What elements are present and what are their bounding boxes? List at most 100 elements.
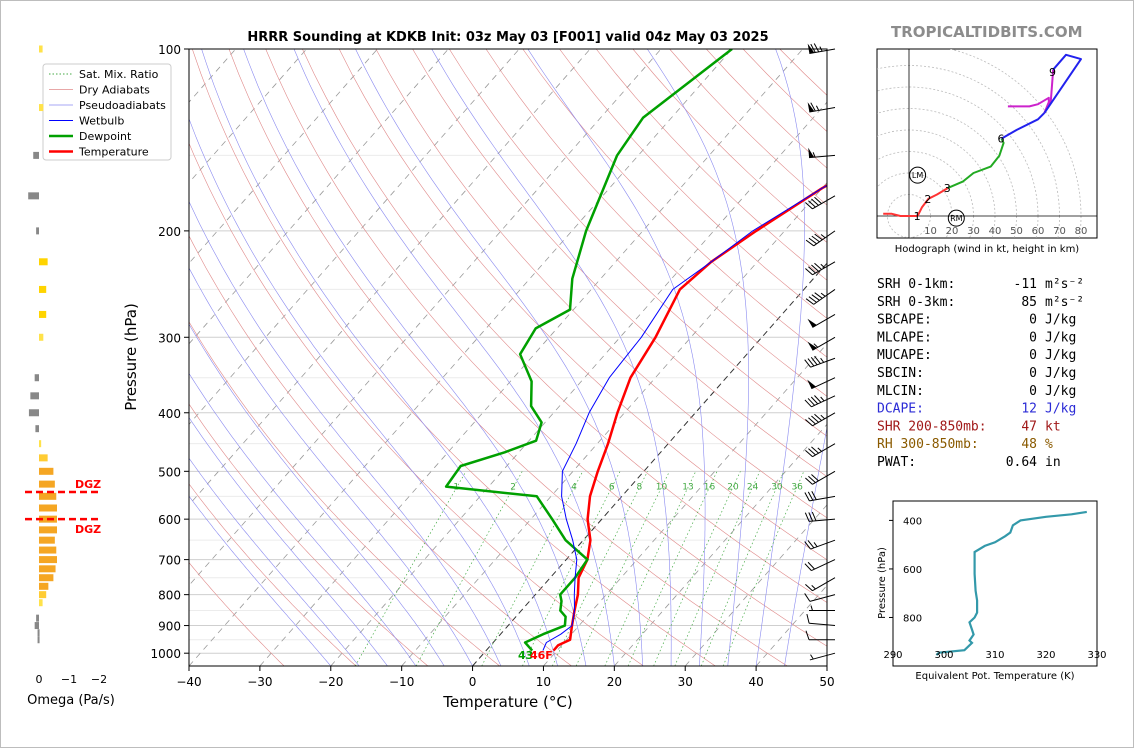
wind-barb (805, 196, 835, 209)
y-tick-label: 1000 (150, 647, 181, 661)
x-tick-label: 10 (536, 675, 551, 689)
barb-half (811, 655, 814, 659)
omega-bar (38, 629, 40, 636)
dry-adiabat (119, 49, 572, 666)
theta-e-x-tick: 320 (1036, 650, 1055, 661)
omega-bar (39, 440, 41, 447)
omega-bar (29, 409, 39, 416)
hodograph-ring-label: 10 (924, 226, 937, 237)
right-mover-label: RM (950, 214, 963, 223)
omega-bar (39, 104, 43, 111)
index-unit: m²s⁻² (1045, 295, 1084, 310)
hodograph-caption: Hodograph (wind in kt, height in km) (895, 244, 1080, 255)
omega-bar (30, 392, 39, 399)
omega-bar (36, 615, 39, 622)
hodograph-height-label: 2 (924, 193, 931, 206)
barb-full (805, 584, 812, 590)
x-tick-label: 40 (748, 675, 763, 689)
index-label: PWAT: (877, 455, 916, 470)
wind-barb (806, 289, 835, 304)
plot-frame (189, 49, 827, 666)
index-label: MUCAPE: (877, 348, 932, 363)
omega-bar (38, 636, 40, 643)
theta-e-x-tick: 310 (985, 650, 1004, 661)
omega-bar (39, 565, 56, 572)
barb-full (814, 44, 819, 52)
x-tick-label: −30 (247, 675, 272, 689)
omega-tick-label: −2 (91, 673, 107, 686)
barb-staff (810, 595, 835, 602)
legend-entry: Dry Adiabats (79, 84, 150, 97)
y-tick-label: 300 (158, 331, 181, 345)
x-tick-label: 50 (819, 675, 834, 689)
wind-barb (806, 631, 835, 640)
dry-adiabat (266, 49, 860, 666)
hodograph-height-label: 1 (914, 210, 921, 223)
barb-half (812, 585, 816, 589)
legend-entry: Wetbulb (79, 115, 124, 128)
y-tick-label: 600 (158, 513, 181, 527)
index-unit: kt (1045, 419, 1061, 434)
hodograph-height-label: 3 (944, 182, 951, 195)
mixing-ratio-label: 10 (656, 483, 668, 493)
barb-half (814, 542, 817, 546)
index-unit: % (1045, 437, 1053, 452)
index-label: MLCAPE: (877, 330, 932, 345)
omega-bar (36, 227, 39, 234)
theta-e-x-tick: 330 (1087, 650, 1106, 661)
wind-barb (805, 262, 835, 275)
index-label: SBCAPE: (877, 313, 932, 328)
wind-barb (805, 395, 835, 406)
barb-staff (811, 358, 835, 367)
wind-barb (805, 356, 835, 367)
mixing-ratio-line (482, 471, 583, 666)
index-unit: J/kg (1045, 330, 1076, 345)
index-value: 48 (1021, 437, 1037, 452)
index-unit: in (1045, 455, 1061, 470)
wind-barb (806, 231, 835, 246)
hodograph-height-label: 6 (997, 133, 1004, 146)
omega-bar (39, 481, 55, 488)
hodograph-ring-label: 60 (1032, 226, 1045, 237)
omega-bar (28, 192, 39, 199)
omega-bar (33, 152, 39, 159)
pseudoadiabat (294, 49, 614, 666)
index-unit: J/kg (1045, 348, 1076, 363)
surface-temperature-label: 46F (530, 649, 553, 662)
hodograph-ring-label: 50 (1010, 226, 1023, 237)
index-label: SHR 200-850mb: (877, 419, 987, 434)
mixing-ratio-label: 30 (771, 483, 783, 493)
omega-bar (39, 583, 48, 590)
index-value: 0 (1029, 366, 1037, 381)
index-value: 0 (1029, 384, 1037, 399)
wind-barb (810, 653, 835, 660)
mixing-ratio-line (355, 471, 466, 666)
index-label: DCAPE: (877, 402, 924, 417)
wind-barb (805, 413, 835, 426)
mixing-ratio-line (416, 471, 522, 666)
mixing-ratio-label: 24 (747, 483, 759, 493)
legend-entry: Sat. Mix. Ratio (79, 68, 159, 81)
x-tick-label: −40 (176, 675, 201, 689)
pseudoadiabat (785, 49, 878, 666)
barb-staff (811, 560, 835, 571)
barb-full (806, 631, 809, 640)
omega-bar (39, 454, 48, 461)
theta-e-y-tick: 800 (903, 613, 922, 624)
omega-bar (39, 258, 48, 265)
omega-bar (39, 591, 46, 598)
omega-bar (39, 468, 53, 475)
pseudoadiabat (166, 49, 529, 666)
y-tick-label: 400 (158, 407, 181, 421)
hodograph-ring-label: 70 (1053, 226, 1066, 237)
index-label: SRH 0-1km: (877, 277, 955, 292)
omega-tick-label: −1 (61, 673, 77, 686)
omega-bar (39, 547, 56, 554)
chart-title: HRRR Sounding at KDKB Init: 03z May 03 [… (247, 30, 768, 45)
omega-bar (39, 311, 46, 318)
omega-bar (39, 493, 56, 500)
x-tick-label: −10 (389, 675, 414, 689)
barb-full (805, 513, 809, 522)
index-label: SRH 0-3km: (877, 295, 955, 310)
